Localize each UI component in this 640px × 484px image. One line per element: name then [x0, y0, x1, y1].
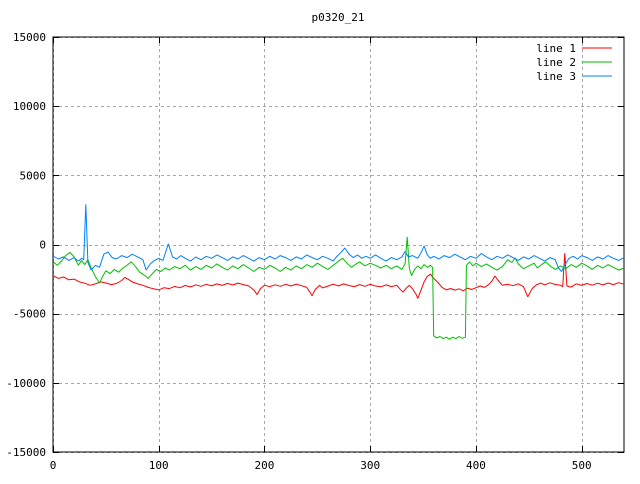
series-polyline-1 [52, 253, 625, 299]
x-tick-label: 100 [149, 459, 169, 472]
x-tick-label: 0 [50, 459, 57, 472]
axis-ticks [53, 37, 624, 453]
series-polyline-3 [52, 204, 625, 272]
y-tick-label: 15000 [13, 31, 46, 44]
chart-title: p0320_21 [312, 11, 365, 24]
plot-border [52, 36, 625, 453]
x-axis-tick-labels: 0 100 200 300 400 500 [50, 459, 592, 472]
legend-label-3: line 3 [536, 70, 576, 83]
y-axis-tick-labels: -15000 -10000 -5000 0 5000 10000 15000 [6, 31, 46, 459]
series-polyline-2 [52, 236, 625, 340]
x-tick-label: 200 [255, 459, 275, 472]
y-tick-label: -10000 [6, 377, 46, 390]
y-tick-label: -5000 [13, 308, 46, 321]
legend-label-2: line 2 [536, 56, 576, 69]
y-tick-label: 5000 [20, 169, 47, 182]
legend-label-1: line 1 [536, 42, 576, 55]
y-tick-label: -15000 [6, 446, 46, 459]
x-tick-label: 300 [360, 459, 380, 472]
y-tick-label: 10000 [13, 100, 46, 113]
y-tick-label: 0 [39, 239, 46, 252]
data-series [52, 204, 625, 340]
x-tick-label: 400 [466, 459, 486, 472]
x-tick-label: 500 [572, 459, 592, 472]
